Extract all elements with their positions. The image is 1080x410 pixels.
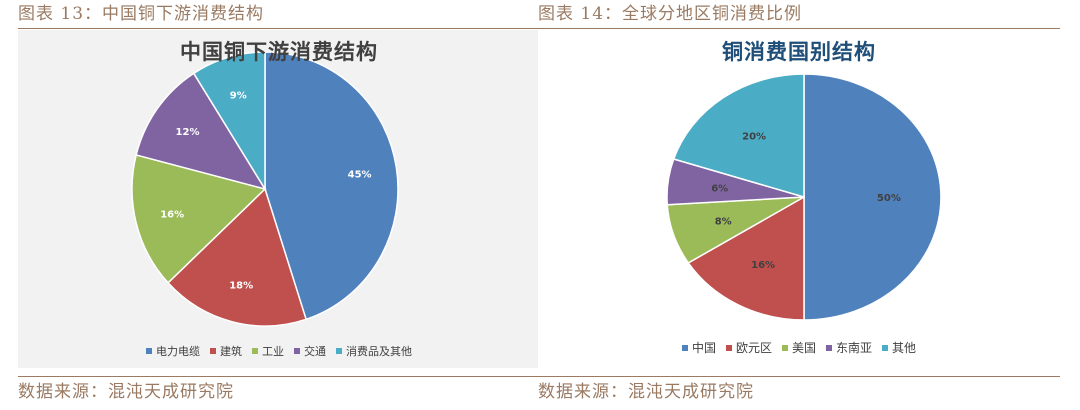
legend-swatch [882, 344, 889, 351]
legend-item: 其他 [882, 339, 916, 356]
legend-item: 交通 [294, 343, 326, 359]
source-note: 数据来源：混沌天成研究院 [538, 376, 1060, 409]
pie-slice-5 [192, 51, 266, 192]
pie-slice-1 [264, 51, 399, 321]
legend-swatch [252, 348, 258, 354]
pie-chart: 45% 18% 16% 12% 9% [131, 51, 399, 327]
legend-label: 东南亚 [836, 341, 873, 355]
pie-slice-3 [131, 154, 267, 284]
figure-13: 图表 13：中国铜下游消费结构 45% 18% 16% 12% 9% 中国铜下游消费结构… [18, 0, 540, 410]
legend-item: 欧元区 [725, 339, 772, 356]
data-label: 6% [711, 183, 728, 194]
figure-caption: 图表 13：中国铜下游消费结构 [18, 2, 540, 29]
source-note: 数据来源：混沌天成研究院 [18, 376, 540, 409]
legend-item: 东南亚 [826, 339, 872, 356]
data-label: 16% [160, 210, 184, 221]
legend-swatch [146, 348, 152, 354]
chart-area: 45% 18% 16% 12% 9% 中国铜下游消费结构 电力电缆 建筑 工业 交通 消费品及其… [18, 30, 540, 368]
data-label: 20% [742, 131, 766, 142]
legend-label: 其他 [892, 341, 917, 355]
legend-item: 建筑 [210, 343, 242, 359]
pie-slice-5 [672, 73, 805, 199]
legend-swatch [725, 344, 732, 351]
legend-label: 中国 [691, 341, 716, 355]
data-label: 16% [751, 260, 775, 271]
pie-slice-2 [167, 187, 308, 327]
legend-swatch [826, 344, 832, 351]
data-label: 8% [715, 217, 732, 228]
legend-label: 欧元区 [735, 341, 772, 355]
data-label: 45% [348, 170, 372, 181]
pie-chart: 50% 16% 8% 6% 20% [666, 73, 942, 321]
data-label: 50% [877, 193, 901, 204]
legend-swatch [294, 348, 300, 354]
data-label: 9% [230, 90, 247, 101]
pie-slice-1 [803, 73, 942, 321]
legend-swatch [781, 344, 788, 351]
data-label: 12% [176, 127, 200, 138]
legend-item: 美国 [781, 339, 816, 356]
pie-slice-4 [135, 72, 267, 191]
legend-label: 建筑 [220, 345, 242, 358]
chart-legend: 电力电缆 建筑 工业 交通 消费品及其他 [18, 343, 540, 359]
legend-label: 交通 [304, 345, 326, 358]
chart-legend: 中国 欧元区 美国 东南亚 其他 [538, 339, 1060, 356]
legend-item: 消费品及其他 [336, 343, 412, 359]
legend-label: 消费品及其他 [346, 345, 412, 358]
legend-label: 美国 [791, 341, 816, 355]
legend-label: 电力电缆 [156, 345, 200, 358]
chart-title: 铜消费国别结构 [722, 40, 876, 64]
legend-item: 工业 [252, 343, 284, 359]
legend-swatch [681, 344, 688, 351]
legend-label: 工业 [262, 345, 284, 358]
legend-swatch [210, 348, 216, 354]
pie-slice-2 [687, 195, 805, 321]
legend-swatch [336, 348, 342, 354]
figure-14: 图表 14：全球分地区铜消费比例 50% 16% 8% 6% 20% 铜消费国别结构 中… [538, 0, 1060, 410]
figure-caption: 图表 14：全球分地区铜消费比例 [538, 2, 1060, 29]
chart-title: 中国铜下游消费结构 [180, 40, 378, 64]
chart-area: 50% 16% 8% 6% 20% 铜消费国别结构 中国 欧元区 美国 东南亚 其他 [538, 30, 1060, 368]
data-label: 18% [229, 281, 253, 292]
legend-item: 电力电缆 [146, 343, 200, 359]
legend-item: 中国 [681, 339, 716, 356]
